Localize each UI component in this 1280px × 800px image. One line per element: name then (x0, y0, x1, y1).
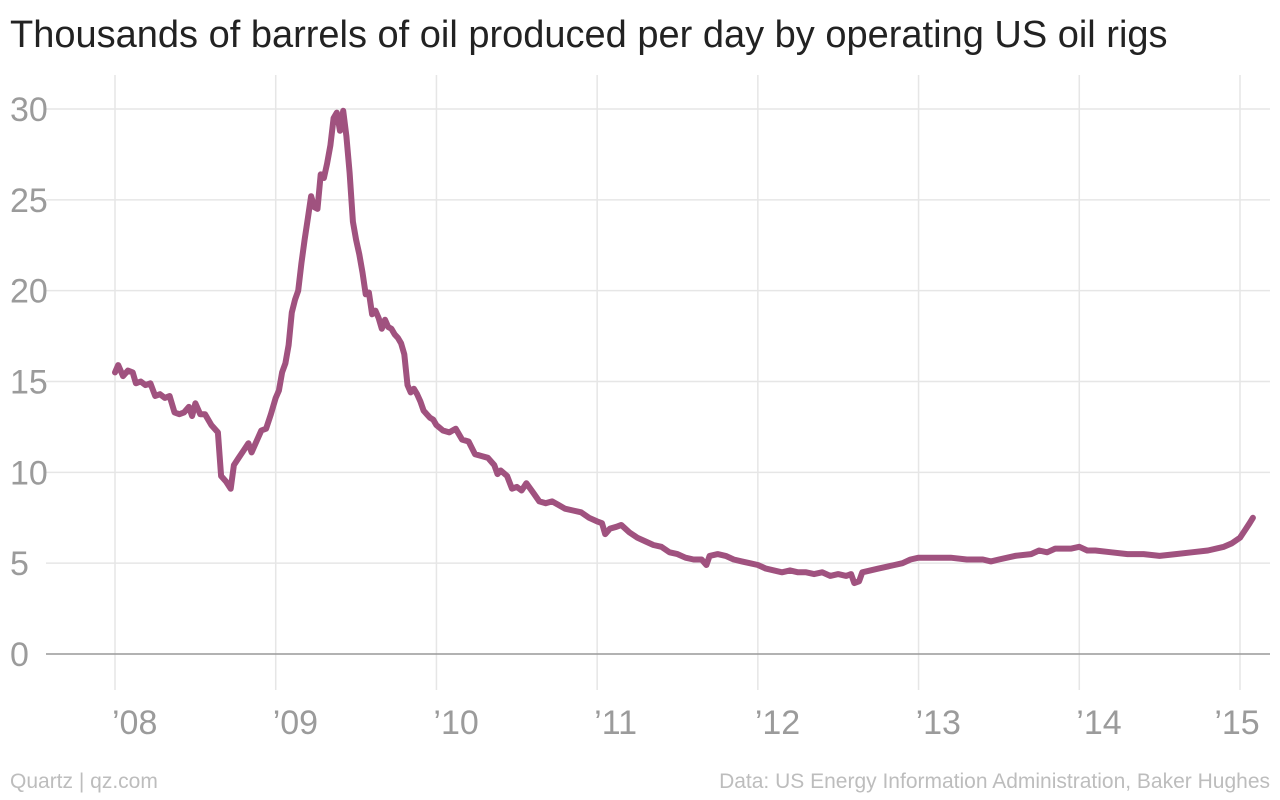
credit-text: Quartz | qz.com (10, 770, 158, 793)
x-tick-label: ’15 (1214, 704, 1259, 742)
x-tick-label: ’11 (594, 704, 637, 742)
page-title: Thousands of barrels of oil produced per… (10, 14, 1168, 56)
source-text: Data: US Energy Information Administrati… (719, 770, 1270, 793)
y-tick-label: 0 (10, 636, 29, 674)
x-tick-label: ’14 (1076, 704, 1121, 742)
series-line (112, 107, 1256, 587)
series-layer (112, 107, 1256, 587)
y-tick-label: 10 (10, 454, 48, 492)
x-tick-label: ’13 (916, 704, 961, 742)
label-layer: ’08 ’09 ’10 ’11 ’12 ’13 ’14 ’15 0 5 10 15 20 25 30 (10, 91, 1260, 742)
x-tick-label: ’10 (433, 704, 478, 742)
y-tick-label: 20 (10, 273, 48, 311)
y-tick-label: 25 (10, 182, 48, 220)
y-tick-label: 30 (10, 91, 48, 129)
x-tick-label: ’12 (755, 704, 800, 742)
grid-layer (46, 75, 1270, 690)
y-tick-label: 15 (10, 364, 48, 402)
y-tick-label: 5 (10, 545, 29, 583)
x-tick-label: ’09 (273, 704, 318, 742)
x-tick-label: ’08 (112, 704, 157, 742)
